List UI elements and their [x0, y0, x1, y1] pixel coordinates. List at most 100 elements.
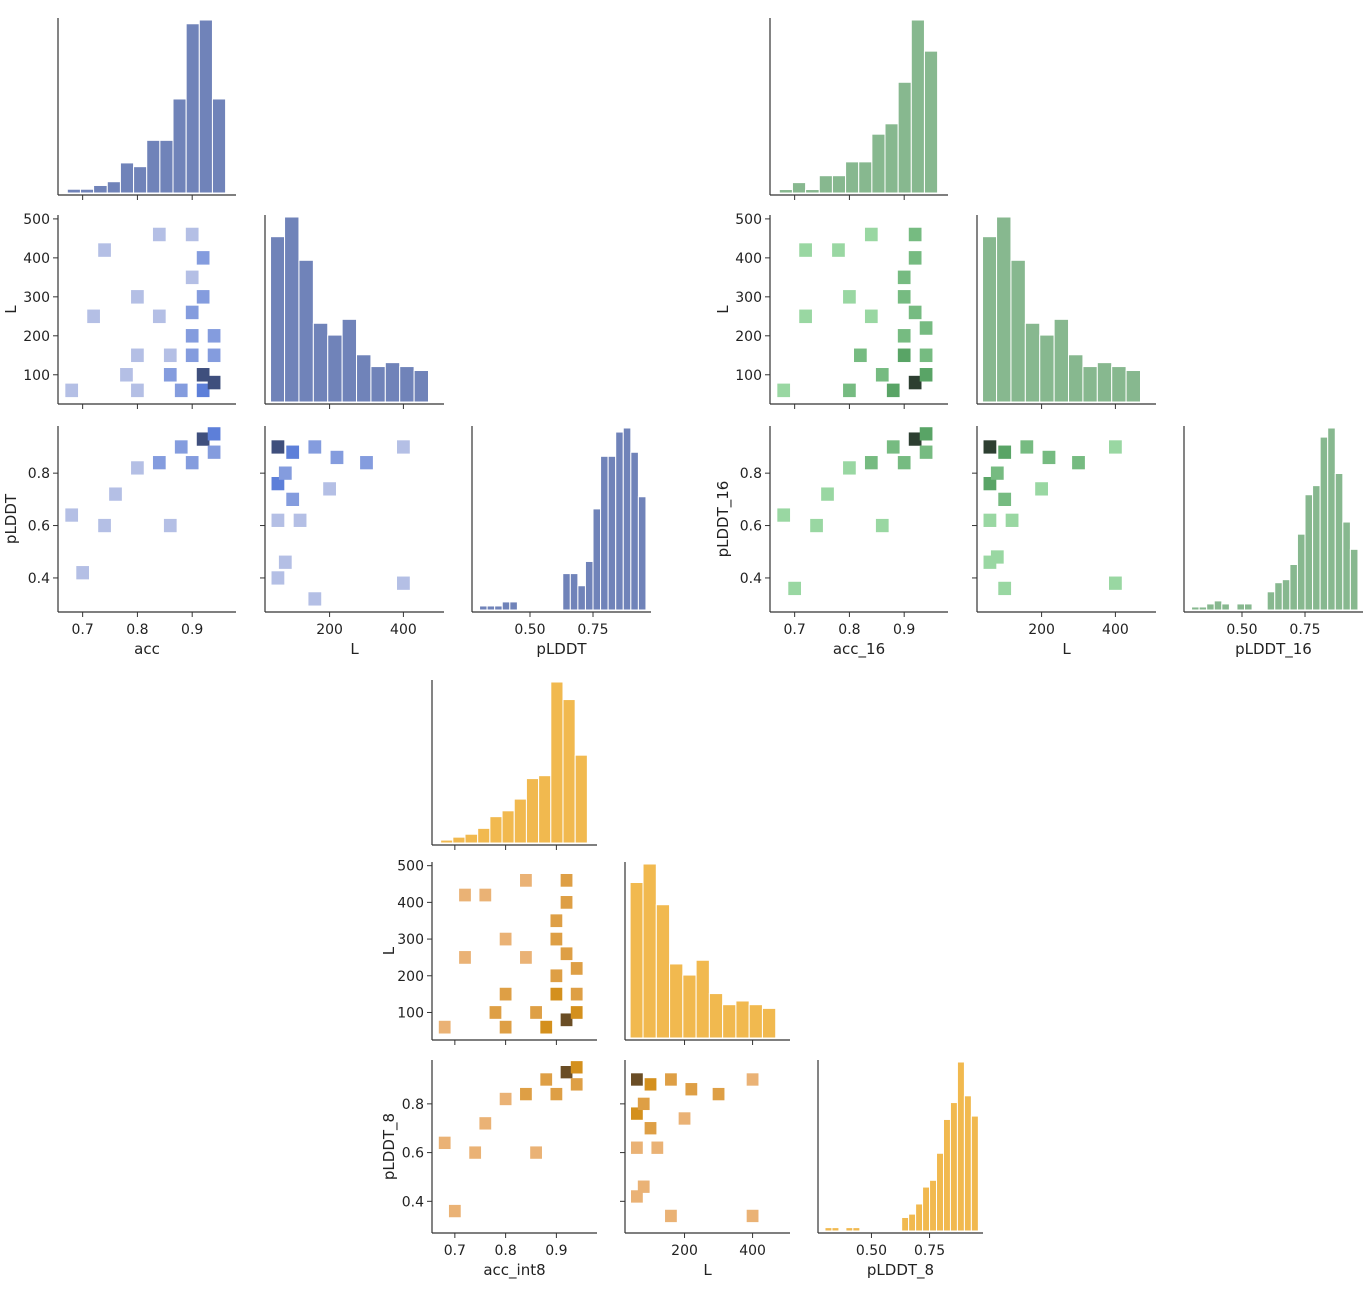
hist2d-cell: [864, 309, 878, 324]
hist2d-cell: [990, 466, 1004, 480]
hist-bar: [655, 904, 671, 1039]
hist2d-cell: [843, 461, 856, 475]
hist-bar: [413, 370, 429, 403]
hist-bar: [708, 993, 724, 1039]
y-tick-label: 100: [23, 368, 50, 384]
hist2d-cell: [631, 1190, 643, 1203]
hist2d-cell: [570, 1078, 583, 1091]
hist-bar: [630, 451, 639, 611]
y-tick-label: 0.8: [740, 466, 762, 482]
y-axis-label: pLDDT_16: [714, 481, 733, 558]
hist-bar: [592, 508, 602, 611]
hist-bar: [942, 1118, 951, 1232]
x-tick-label: 0.7: [444, 1243, 466, 1259]
hist2d-cell: [185, 227, 199, 242]
x-tick-label: 0.9: [181, 622, 203, 638]
hist2d-cell: [631, 1141, 643, 1154]
hist-bar: [845, 161, 860, 194]
hist-bar: [1342, 521, 1351, 611]
hist2d-cell: [489, 1006, 502, 1019]
hist-bar: [682, 974, 697, 1039]
hist2d-cell: [131, 383, 144, 398]
hist-bar: [1191, 606, 1200, 611]
hist-bar: [464, 833, 479, 844]
hist2d-cell: [843, 383, 856, 398]
hist2d-cell: [1109, 440, 1122, 454]
panel-L-vs-acc: 100 200 300 400 500 L: [2, 212, 236, 409]
hist2d-cell: [98, 518, 111, 533]
hist2d-cell: [665, 1209, 677, 1223]
x-tick-label: 400: [1102, 622, 1129, 638]
hist2d-cell: [65, 383, 79, 398]
hist2d-cell: [919, 321, 933, 335]
x-tick-label: 400: [739, 1243, 766, 1259]
hist2d-cell: [286, 492, 300, 506]
hist2d-cell: [919, 368, 933, 382]
hist2d-cell: [530, 1006, 542, 1019]
hist2d-cell: [560, 896, 573, 909]
hist-bar: [327, 334, 343, 403]
hist2d-cell: [185, 456, 199, 470]
x-axis-label: pLDDT_8: [867, 1261, 934, 1280]
y-tick-label: 500: [23, 212, 50, 228]
hist-bar: [1296, 533, 1306, 611]
panel-acc-vs-acc: [57, 18, 236, 200]
hist-bar: [569, 573, 579, 611]
y-tick-label: 0.8: [28, 466, 50, 482]
hist2d-cell: [65, 508, 79, 522]
hist2d-cell: [897, 456, 911, 470]
hist2d-cell: [1109, 576, 1122, 590]
hist2d-cell: [152, 456, 166, 470]
hist-bar: [607, 455, 617, 611]
hist2d-cell: [560, 873, 573, 887]
hist2d-cell: [799, 243, 812, 257]
hist-bar: [929, 1179, 938, 1232]
hist-bar: [477, 827, 491, 844]
hist2d-cell: [120, 368, 133, 382]
y-tick-label: 0.4: [402, 1194, 424, 1210]
hist2d-cell: [196, 368, 210, 382]
y-tick-label: 300: [397, 932, 424, 948]
hist-bar: [133, 166, 148, 194]
hist2d-cell: [271, 476, 285, 491]
panel-pLDDT-vs-L: 200 400 L: [260, 426, 444, 658]
y-axis-label: pLDDT_8: [380, 1113, 399, 1180]
hist-bar: [1236, 603, 1246, 611]
hist-bar: [1319, 436, 1329, 611]
panel-acc_16-vs-acc_16: [769, 18, 948, 200]
hist2d-cell: [323, 482, 336, 496]
hist2d-cell: [196, 290, 210, 304]
hist-bar: [970, 1115, 979, 1232]
y-tick-label: 500: [735, 212, 762, 228]
hist2d-cell: [163, 368, 177, 382]
hist2d-cell: [998, 581, 1012, 596]
hist2d-cell: [207, 348, 221, 363]
hist2d-cell: [998, 445, 1012, 459]
hist-bar: [494, 605, 503, 611]
x-axis-label: acc_int8: [483, 1261, 545, 1280]
hist-bar: [513, 798, 527, 844]
hist2d-cell: [207, 329, 221, 343]
pairgrid-2: 100 200 300 400 500 L 0.4 0.6 0.8 0.7 0.8 0.9 acc_16…: [714, 18, 1363, 659]
x-tick-label: 0.9: [545, 1243, 567, 1259]
hist-bar: [735, 1000, 750, 1039]
hist-bar: [1327, 427, 1336, 611]
hist2d-cell: [685, 1083, 698, 1096]
hist2d-cell: [271, 513, 285, 527]
hist2d-cell: [499, 1092, 512, 1106]
hist2d-cell: [875, 518, 889, 533]
hist2d-cell: [109, 487, 122, 501]
hist-bar: [574, 754, 588, 844]
hist2d-cell: [520, 951, 532, 964]
hist-bar: [897, 81, 912, 194]
hist2d-cell: [570, 1061, 583, 1074]
hist-bar: [341, 318, 358, 403]
hist2d-cell: [499, 987, 512, 1001]
x-tick-label: 0.50: [1226, 622, 1257, 638]
hist2d-cell: [854, 348, 867, 363]
hist2d-cell: [278, 466, 292, 480]
hist-bar: [1312, 485, 1321, 611]
hist2d-cell: [560, 947, 573, 961]
